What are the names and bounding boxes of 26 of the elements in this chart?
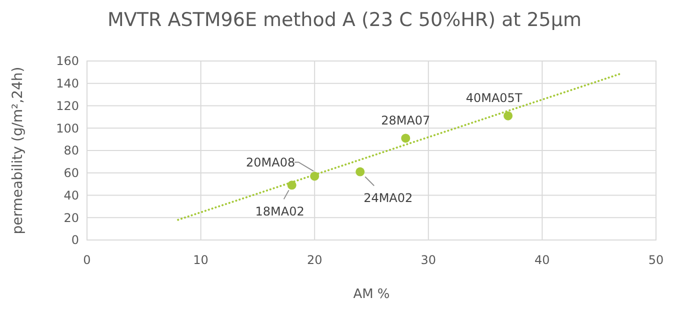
annotation: 28MA07 [381, 113, 430, 128]
y-axis-title: permeability (g/m²,24h) [10, 66, 26, 234]
y-tick-label: 100 [56, 121, 79, 136]
annotation: 18MA02 [255, 204, 304, 218]
y-tick-label: 40 [64, 188, 79, 202]
x-tick-label: 20 [306, 253, 322, 267]
y-tick-label: 20 [64, 210, 79, 225]
y-tick-label: 120 [56, 98, 79, 113]
x-tick-label: 10 [193, 253, 208, 267]
y-tick-label: 160 [56, 54, 79, 68]
x-tick-label: 30 [420, 253, 436, 267]
point [504, 111, 513, 120]
x-axis-title: AM % [353, 287, 390, 302]
y-tick-label: 140 [56, 76, 79, 91]
annotation: 40MA05T [466, 91, 523, 106]
chart-title: MVTR ASTM96E method A (23 C 50%HR) at 25µm [108, 9, 582, 31]
x-tick-label: 40 [534, 253, 550, 267]
y-tick-label: 0 [71, 233, 79, 248]
annotation: 24MA02 [364, 190, 413, 205]
x-tick-label: 0 [83, 253, 91, 267]
y-tick-label: 80 [64, 144, 79, 158]
point [356, 167, 365, 176]
y-tick-label: 60 [64, 166, 79, 180]
x-tick-label: 50 [648, 253, 664, 267]
point [401, 134, 410, 143]
annotation: 20MA08 [246, 155, 296, 170]
